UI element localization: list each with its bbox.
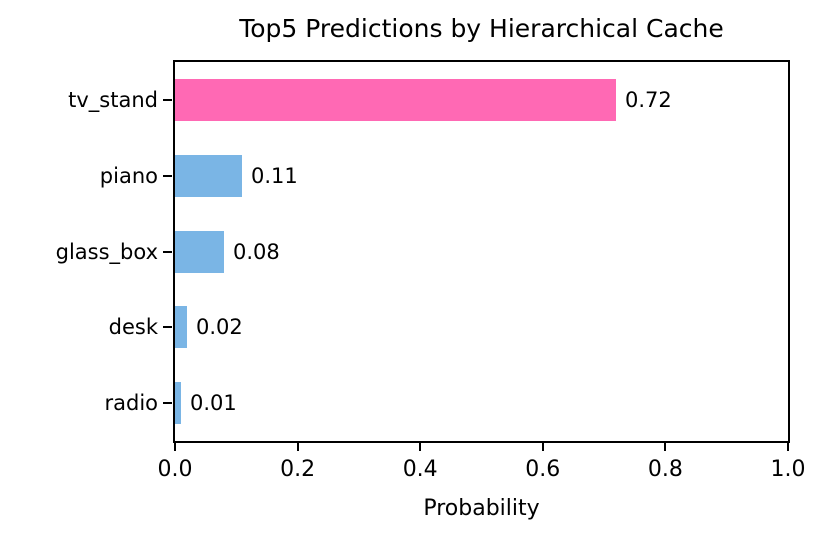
bar-radio xyxy=(175,382,181,425)
x-tick-label-0.4: 0.4 xyxy=(402,457,438,482)
x-tick-label-0.6: 0.6 xyxy=(525,457,561,482)
y-tick-mark xyxy=(163,402,172,405)
x-tick-mark xyxy=(541,443,544,451)
x-tick-mark xyxy=(787,443,789,451)
bar-value-label: 0.01 xyxy=(190,391,237,416)
x-tick-label-1.0: 1.0 xyxy=(770,457,806,482)
bar-desk xyxy=(175,306,187,349)
x-tick-mark xyxy=(419,443,422,451)
y-tick-mark xyxy=(163,250,172,253)
x-tick-mark xyxy=(664,443,667,451)
bar-piano xyxy=(175,154,242,197)
bar-tv_stand xyxy=(175,78,616,121)
x-tick-label-0.2: 0.2 xyxy=(280,457,316,482)
y-tick-mark xyxy=(163,174,172,177)
x-tick-label-0.8: 0.8 xyxy=(647,457,683,482)
x-tick-mark xyxy=(174,443,176,451)
bar-value-label: 0.72 xyxy=(625,87,672,112)
y-tick-label-radio: radio xyxy=(104,391,158,416)
x-tick-label-0.0: 0.0 xyxy=(157,457,193,482)
bar-glass_box xyxy=(175,230,224,273)
bars-layer: 0.72 0.11 0.08 0.02 0.01 xyxy=(175,62,788,441)
x-tick-mark xyxy=(296,443,299,451)
y-tick-mark xyxy=(163,326,172,329)
bar-value-label: 0.08 xyxy=(233,239,280,264)
y-tick-label-tv_stand: tv_stand xyxy=(68,87,158,112)
chart-title: Top5 Predictions by Hierarchical Cache xyxy=(239,14,724,43)
bar-value-label: 0.11 xyxy=(251,163,298,188)
bar-value-label: 0.02 xyxy=(196,315,243,340)
y-tick-label-piano: piano xyxy=(99,163,158,188)
y-tick-label-desk: desk xyxy=(108,315,158,340)
y-tick-mark xyxy=(163,98,172,101)
y-tick-label-glass_box: glass_box xyxy=(55,239,158,264)
x-axis-label: Probability xyxy=(423,496,540,521)
plot-area: 0.72 0.11 0.08 0.02 0.01 xyxy=(173,60,790,443)
